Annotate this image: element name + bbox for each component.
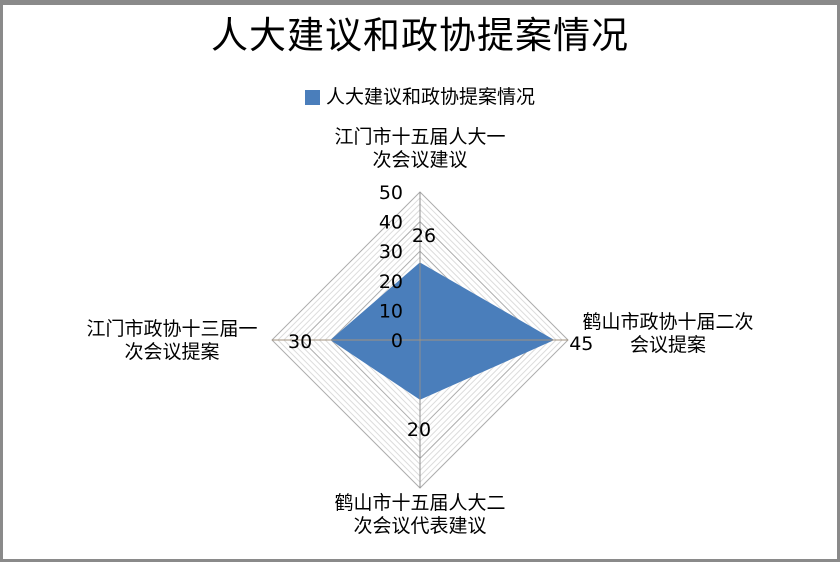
svg-text:20: 20 bbox=[379, 271, 403, 293]
svg-text:20: 20 bbox=[407, 419, 431, 441]
legend-label: 人大建议和政协提案情况 bbox=[325, 86, 535, 108]
category-label-bottom: 鹤山市十五届人大二 次会议代表建议 bbox=[334, 492, 506, 537]
category-label-right: 鹤山市政协十届二次 会议提案 bbox=[582, 311, 754, 356]
svg-text:10: 10 bbox=[379, 300, 403, 322]
legend: 人大建议和政协提案情况 bbox=[0, 86, 840, 108]
svg-text:0: 0 bbox=[391, 330, 403, 352]
svg-text:30: 30 bbox=[379, 241, 403, 263]
chart-title: 人大建议和政协提案情况 bbox=[211, 14, 629, 57]
svg-text:45: 45 bbox=[569, 333, 593, 355]
legend-swatch-icon bbox=[304, 89, 320, 105]
category-label-top: 江门市十五届人大一 次会议建议 bbox=[334, 126, 506, 171]
svg-text:40: 40 bbox=[379, 212, 403, 234]
svg-text:30: 30 bbox=[288, 331, 312, 353]
svg-text:50: 50 bbox=[379, 182, 403, 204]
svg-text:26: 26 bbox=[412, 225, 436, 247]
category-label-left: 江门市政协十三届一 次会议提案 bbox=[86, 318, 258, 363]
